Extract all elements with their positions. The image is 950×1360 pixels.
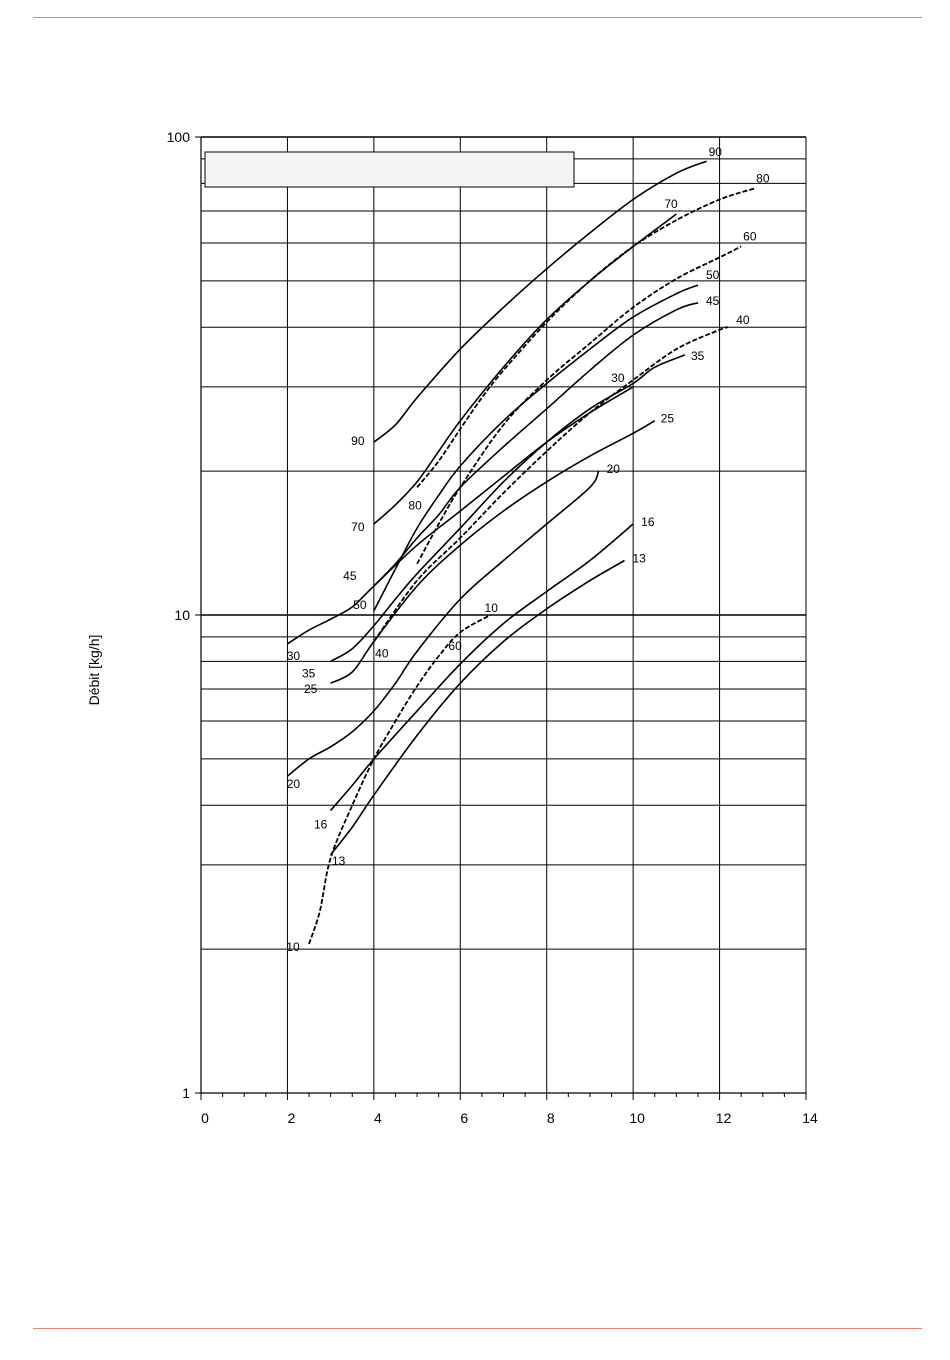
series-end-label-35: 35 [691, 349, 705, 363]
series-end-label-16: 16 [641, 515, 655, 529]
series-end-label-30: 30 [611, 371, 625, 385]
series-line-13 [329, 559, 625, 856]
y-tick-label: 100 [167, 129, 191, 145]
series-line-10 [308, 614, 491, 945]
series-line-30 [286, 386, 634, 645]
labels: 0 2 4 6 8 10 12 1411010090908080707060605050454… [167, 129, 818, 1126]
x-tick-label: 10 [629, 1110, 645, 1126]
y-tick-label: 1 [182, 1085, 190, 1101]
series-line-45 [373, 302, 699, 587]
series-start-label-13: 13 [332, 854, 346, 868]
series-end-label-80: 80 [756, 172, 770, 186]
axes [195, 136, 807, 1100]
x-tick-label: 8 [547, 1110, 555, 1126]
series-start-label-10: 10 [286, 940, 300, 954]
series-start-label-45: 45 [343, 569, 357, 583]
series-start-label-40: 40 [375, 647, 389, 661]
series-end-label-50: 50 [706, 268, 720, 282]
y-tick-label: 10 [174, 607, 190, 623]
top-rule [33, 17, 922, 18]
series-end-label-45: 45 [706, 294, 720, 308]
series-start-label-25: 25 [304, 682, 318, 696]
x-tick-label: 6 [460, 1110, 468, 1126]
series-line-60 [416, 245, 742, 565]
series-start-label-30: 30 [287, 649, 301, 663]
series-line-20 [286, 470, 600, 777]
series-end-label-40: 40 [736, 313, 750, 327]
series-line-90 [373, 160, 707, 443]
y-axis-title: Débit [kg/h] [86, 635, 102, 706]
series-line-25 [330, 420, 656, 684]
series-line-16 [329, 523, 634, 812]
series-line-50 [373, 284, 699, 612]
series-start-label-35: 35 [302, 666, 316, 680]
series-start-label-70: 70 [351, 520, 365, 534]
series-start-label-60: 60 [448, 639, 462, 653]
series-end-label-20: 20 [607, 462, 621, 476]
x-tick-label: 0 [201, 1110, 209, 1126]
bottom-rule [33, 1328, 922, 1329]
series-start-label-90: 90 [351, 434, 365, 448]
x-tick-label: 12 [716, 1110, 732, 1126]
x-tick-label: 2 [288, 1110, 296, 1126]
curves [286, 160, 755, 945]
series-line-70 [373, 213, 677, 525]
series-line-80 [416, 187, 755, 488]
series-end-label-10: 10 [485, 601, 499, 615]
series-start-label-50: 50 [353, 598, 367, 612]
x-tick-label: 14 [802, 1110, 818, 1126]
x-tick-label: 4 [374, 1110, 382, 1126]
series-line-40 [373, 326, 729, 643]
series-start-label-20: 20 [287, 777, 301, 791]
grid [201, 136, 807, 1093]
series-line-35 [330, 354, 686, 662]
series-end-label-25: 25 [661, 412, 675, 426]
series-end-label-90: 90 [709, 145, 723, 159]
series-end-label-70: 70 [664, 197, 678, 211]
series-start-label-16: 16 [314, 817, 328, 831]
series-end-label-13: 13 [633, 552, 647, 566]
series-start-label-80: 80 [408, 498, 422, 512]
legend-box [204, 151, 575, 188]
series-end-label-60: 60 [743, 230, 757, 244]
